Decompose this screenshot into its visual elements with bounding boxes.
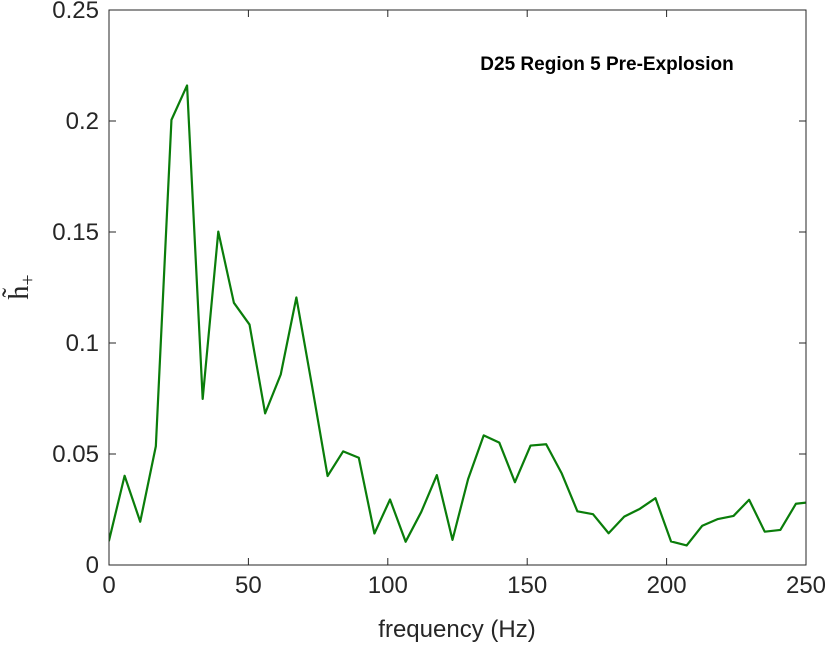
series-layer — [109, 84, 806, 547]
ticks-layer: 0 50 100 150 200 250 0 0.05 0.1 0.15 0.2 0.25 — [52, 0, 826, 599]
y-tick-label: 0.1 — [66, 330, 99, 357]
x-tick-label: 200 — [647, 572, 687, 599]
x-tick-label: 50 — [235, 572, 262, 599]
y-axis-label-main: h̃ — [2, 286, 35, 300]
plot-area-background — [109, 10, 806, 565]
svg-text:h̃+: h̃+ — [2, 274, 39, 299]
plot-frame — [108, 9, 807, 566]
x-tick-label: 0 — [102, 572, 115, 599]
chart-annotation: D25 Region 5 Pre-Explosion — [480, 54, 733, 75]
y-axis-label: h̃+ — [2, 274, 39, 299]
series-line — [109, 84, 806, 547]
y-tick-label: 0.2 — [66, 108, 99, 135]
y-tick-label: 0.05 — [52, 441, 99, 468]
y-tick-label: 0.25 — [52, 0, 99, 24]
x-tick-label: 100 — [368, 572, 408, 599]
y-axis-label-subscript: + — [17, 274, 39, 285]
x-tick-label: 250 — [786, 572, 826, 599]
x-tick-label: 150 — [507, 572, 547, 599]
y-tick-label: 0 — [86, 552, 99, 579]
y-tick-label: 0.15 — [52, 219, 99, 246]
x-axis-label: frequency (Hz) — [378, 616, 535, 643]
